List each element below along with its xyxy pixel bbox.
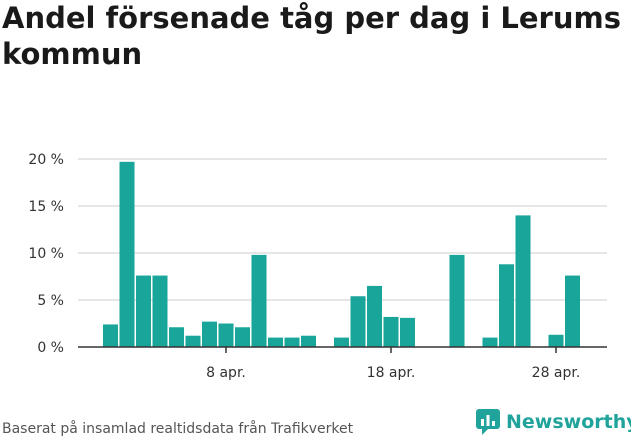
bar xyxy=(565,275,580,347)
y-tick-label: 5 % xyxy=(37,293,64,309)
brand-name: Newsworthy xyxy=(506,411,631,433)
x-axis xyxy=(78,346,607,353)
x-tick-label: 28 apr. xyxy=(532,365,581,381)
newsworthy-brand[interactable]: Newsworthy xyxy=(476,408,631,436)
bar xyxy=(268,337,283,347)
bar xyxy=(482,337,498,347)
bar xyxy=(218,323,234,347)
y-tick-label: 20 % xyxy=(28,152,64,168)
bar xyxy=(499,264,514,347)
y-tick-label: 15 % xyxy=(28,199,64,215)
bar xyxy=(301,335,316,347)
bar xyxy=(235,327,250,347)
bar xyxy=(103,324,118,347)
bar xyxy=(251,254,267,347)
bars xyxy=(103,161,580,347)
bar xyxy=(202,321,217,347)
y-axis-labels: 0 % 5 % 10 % 15 % 20 % xyxy=(28,152,64,356)
bar xyxy=(284,337,300,347)
bar xyxy=(400,317,415,347)
y-tick-label: 10 % xyxy=(28,246,64,262)
x-tick-label: 18 apr. xyxy=(367,365,416,381)
bar xyxy=(119,161,135,347)
chart-title: Andel försenade tåg per dag i Lerums kom… xyxy=(2,1,621,71)
bar xyxy=(350,296,366,347)
source-note: Baserat på insamlad realtidsdata från Tr… xyxy=(2,421,354,437)
bar xyxy=(449,254,465,347)
y-tick-label: 0 % xyxy=(37,340,64,356)
x-tick-label: 8 apr. xyxy=(206,365,246,381)
bar xyxy=(152,275,168,347)
bar xyxy=(383,316,399,347)
bar xyxy=(185,335,201,347)
bar xyxy=(334,337,349,347)
bar xyxy=(515,215,531,347)
bar-chart: 0 % 5 % 10 % 15 % 20 % 8 apr. 18 apr. 28 apr. xyxy=(28,152,607,381)
bar xyxy=(367,285,382,347)
x-axis-labels: 8 apr. 18 apr. 28 apr. xyxy=(206,365,580,381)
newsworthy-logo-icon xyxy=(476,409,500,435)
bar xyxy=(169,327,184,347)
bar xyxy=(136,275,151,347)
bar xyxy=(548,334,564,347)
